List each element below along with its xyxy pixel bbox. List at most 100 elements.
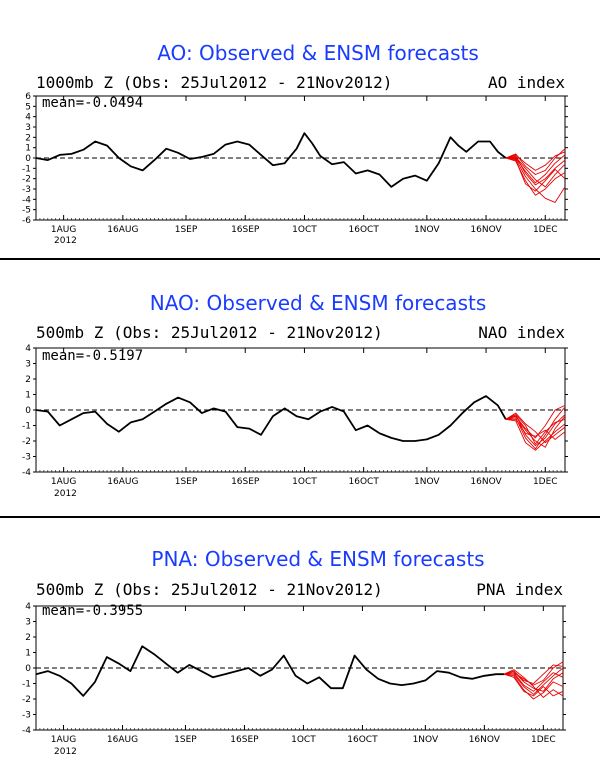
nao-xtick-label: 16NOV: [470, 477, 502, 487]
nao-mean-label: mean=-0.5197: [42, 348, 143, 364]
ao-title: AO: Observed & ENSM forecasts: [157, 41, 479, 65]
pna-index-label: PNA index: [476, 580, 563, 599]
nao-ytick-label: -4: [22, 468, 31, 478]
nao-subtitle: 500mb Z (Obs: 25Jul2012 - 21Nov2012): [36, 323, 383, 342]
ao-ytick-label: -6: [22, 216, 31, 226]
ao-ensemble-member-2: [505, 155, 566, 186]
nao-ensemble-member-6: [505, 415, 566, 448]
pna-subtitle: 500mb Z (Obs: 25Jul2012 - 21Nov2012): [36, 580, 383, 599]
ao-xtick-label: 16AUG: [107, 225, 138, 235]
nao-ensemble-member-4: [505, 412, 566, 444]
ao-xtick-label: 1SEP: [175, 225, 198, 235]
pna-ytick-label: 2: [25, 633, 31, 643]
ao-ytick-label: 6: [25, 92, 31, 102]
ao-ytick-label: -3: [22, 185, 31, 195]
ao-xtick-label: 1OCT: [292, 225, 317, 235]
nao-year-label: 2012: [54, 489, 77, 499]
pna-year-label: 2012: [54, 747, 77, 757]
pna-mean-label: mean=-0.3955: [42, 603, 143, 619]
ao-year-label: 2012: [54, 236, 77, 246]
ao-observed-line: [35, 132, 507, 188]
ao-xtick-label: 16SEP: [231, 225, 260, 235]
ao-panel: AO: Observed & ENSM forecasts 1000mb Z (…: [0, 0, 600, 250]
ao-xtick-label: 1AUG: [51, 225, 76, 235]
pna-ytick-label: -4: [22, 726, 31, 736]
ao-ensemble-member-5: [505, 157, 566, 203]
ao-chart: AO: Observed & ENSM forecasts 1000mb Z (…: [22, 41, 568, 246]
nao-ytick-label: 1: [25, 391, 31, 401]
nao-xtick-label: 1AUG: [51, 477, 76, 487]
pna-xtick-label: 16OCT: [347, 735, 378, 745]
ao-ensemble-member-1: [505, 148, 566, 175]
nao-title: NAO: Observed & ENSM forecasts: [150, 291, 487, 315]
nao-xtick-label: 16OCT: [349, 477, 380, 487]
nao-ytick-label: -1: [22, 422, 31, 432]
ao-xtick-label: 1DEC: [533, 225, 558, 235]
pna-plot-frame: [35, 605, 564, 731]
ao-ytick-label: -4: [22, 195, 31, 205]
nao-xtick-label: 1SEP: [175, 477, 198, 487]
ao-ytick-label: 5: [25, 102, 31, 112]
pna-xtick-label: 16AUG: [107, 735, 138, 745]
ao-ytick-label: -5: [22, 206, 31, 216]
nao-xtick-label: 16SEP: [231, 477, 260, 487]
pna-xtick-label: 1OCT: [291, 735, 316, 745]
pna-xtick-label: 1NOV: [413, 735, 439, 745]
ao-ytick-label: 3: [25, 123, 31, 133]
pna-title: PNA: Observed & ENSM forecasts: [151, 547, 484, 571]
nao-ytick-label: 0: [25, 406, 31, 416]
pna-ytick-label: 4: [25, 602, 31, 612]
nao-ensemble-member-3: [505, 418, 566, 451]
ao-xtick-label: 16NOV: [470, 225, 502, 235]
nao-ensemble-member-8: [505, 414, 566, 445]
pna-ensemble-member-4: [503, 669, 564, 698]
ao-xtick-label: 16OCT: [349, 225, 380, 235]
nao-ytick-label: -2: [22, 437, 31, 447]
nao-index-label: NAO index: [478, 323, 565, 342]
ao-ytick-label: 4: [25, 113, 31, 123]
pna-ensemble-member-3: [503, 673, 564, 700]
pna-ensemble-member-6: [503, 670, 564, 692]
pna-ytick-label: -1: [22, 680, 31, 690]
nao-ytick-label: 3: [25, 360, 31, 370]
pna-ensemble-member-8: [503, 661, 564, 686]
ao-ytick-label: -2: [22, 175, 31, 185]
pna-chart: PNA: Observed & ENSM forecasts 500mb Z (…: [22, 547, 566, 757]
ao-ytick-label: 1: [25, 144, 31, 154]
nao-xtick-label: 1OCT: [292, 477, 317, 487]
ao-ensemble-member-7: [505, 157, 566, 192]
nao-observed-line: [35, 395, 507, 442]
pna-ensemble-member-5: [504, 667, 564, 695]
ao-mean-label: mean=-0.0494: [42, 95, 143, 111]
ao-ensemble-member-6: [505, 151, 566, 171]
nao-xtick-label: 16AUG: [107, 477, 138, 487]
pna-ytick-label: -3: [22, 711, 31, 721]
pna-xtick-label: 16SEP: [230, 735, 259, 745]
pna-ytick-label: 3: [25, 618, 31, 628]
ao-ytick-label: -1: [22, 164, 31, 174]
nao-ensemble-member-7: [505, 418, 566, 440]
ao-xtick-label: 1NOV: [414, 225, 440, 235]
nao-ytick-label: 4: [25, 344, 31, 354]
ao-subtitle: 1000mb Z (Obs: 25Jul2012 - 21Nov2012): [36, 73, 392, 92]
nao-chart: NAO: Observed & ENSM forecasts 500mb Z (…: [22, 291, 568, 499]
nao-ensemble-member-5: [505, 406, 566, 450]
pna-ytick-label: -2: [22, 695, 31, 705]
nao-xtick-label: 1NOV: [414, 477, 440, 487]
ao-ytick-label: 2: [25, 133, 31, 143]
pna-xtick-label: 1DEC: [531, 735, 556, 745]
ao-ensemble-member-4: [505, 156, 566, 188]
ao-index-label: AO index: [488, 73, 565, 92]
nao-xtick-label: 1DEC: [533, 477, 558, 487]
pna-ytick-label: 1: [25, 649, 31, 659]
ao-ensemble-member-3: [505, 157, 566, 196]
pna-xtick-label: 16NOV: [469, 735, 501, 745]
nao-ytick-label: 2: [25, 375, 31, 385]
ao-ytick-label: 0: [25, 154, 31, 164]
ao-ensemble-member-8: [505, 154, 566, 184]
nao-ytick-label: -3: [22, 453, 31, 463]
nao-panel: NAO: Observed & ENSM forecasts 500mb Z (…: [0, 258, 600, 510]
pna-observed-line: [35, 645, 504, 697]
pna-panel: PNA: Observed & ENSM forecasts 500mb Z (…: [0, 516, 600, 758]
pna-xtick-label: 1SEP: [174, 735, 197, 745]
